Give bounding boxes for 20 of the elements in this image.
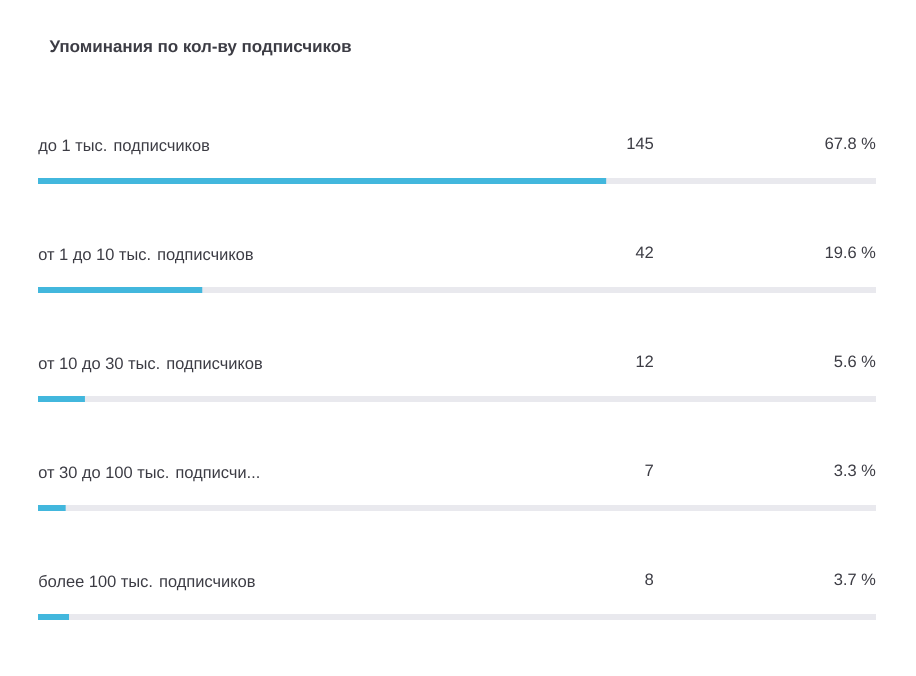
y-tick-label: более 100 тыс. подписчиков [39,574,255,590]
y-tick-label: до 1 тыс. подписчиков [38,140,210,154]
y-tick-label: от 10 до 30 тыс. подписчиков [38,358,262,372]
data-label: 3.7 % [834,574,876,586]
data-label: 19.6 % [826,246,876,258]
y-tick-label: от 30 до 100 тыс. подписчи... [38,466,259,482]
chart-title: Упоминания по кол-ву подписчиков [50,40,351,56]
annotation: 8 [645,574,654,586]
bar [38,614,70,620]
y-tick-label: от 1 до 10 тыс. подписчиков [38,248,253,264]
bar [38,504,66,511]
annotation: 12 [636,356,653,367]
bar [38,396,85,402]
annotation: 42 [636,246,653,258]
bar [38,286,202,293]
annotation: 145 [628,138,654,150]
data-label: 3.3 % [834,464,876,476]
data-label: 5.6 % [834,356,876,368]
annotation: 7 [645,464,653,476]
data-label: 67.8 % [825,138,876,150]
